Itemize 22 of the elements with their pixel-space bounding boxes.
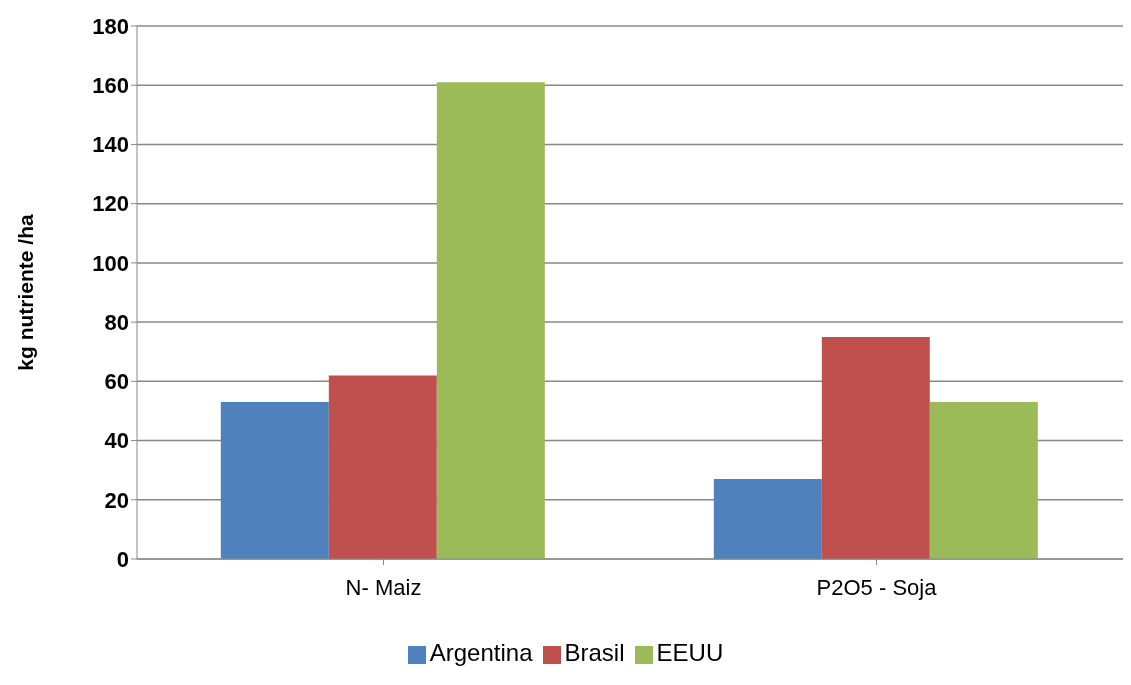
y-tick-label: 80 xyxy=(104,309,129,335)
y-tick-label: 160 xyxy=(92,73,129,99)
x-tick-label: P2O5 - Soja xyxy=(816,574,938,600)
y-axis-title: kg nutriente /ha xyxy=(14,214,38,371)
y-tick-label: 20 xyxy=(104,487,129,513)
bar xyxy=(436,82,545,559)
y-tick-label: 140 xyxy=(92,132,129,158)
x-tick-label: N- Maiz xyxy=(345,574,422,600)
y-tick-label: 180 xyxy=(92,13,129,39)
y-tick-label: 40 xyxy=(104,428,129,454)
bar xyxy=(220,402,329,559)
bar xyxy=(713,479,822,559)
legend-label: Argentina xyxy=(429,639,533,666)
bar xyxy=(328,375,437,559)
bar xyxy=(821,336,930,559)
y-tick-label: 100 xyxy=(92,250,129,276)
legend-label: Brasil xyxy=(564,639,625,666)
y-tick-label: 120 xyxy=(92,191,129,217)
bar xyxy=(929,402,1038,559)
legend-label: EEUU xyxy=(656,639,724,666)
y-tick-label: 60 xyxy=(104,369,129,395)
y-tick-label: 0 xyxy=(116,546,129,572)
